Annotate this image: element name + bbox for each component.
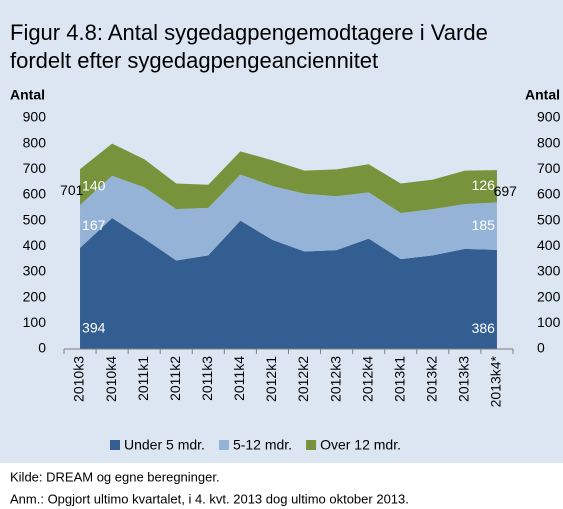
y2-tick-label: 500 [537,211,561,227]
area [80,143,497,213]
y2-tick-label: 0 [537,340,545,356]
x-tick-label: 2011k3 [199,356,215,401]
y-axis-label: Antal [10,87,45,103]
area [80,174,497,261]
x-tick-label: 2013k2 [424,356,440,402]
x-tick-label: 2011k2 [167,356,183,401]
data-label: 394 [82,319,106,335]
footnote: Kilde: DREAM og egne beregninger. [10,469,220,484]
legend-swatch [218,440,229,450]
y2-tick-label: 100 [537,314,561,330]
y-tick-label: 0 [38,340,46,356]
data-label: 185 [472,217,496,233]
y-tick-label: 100 [23,314,47,330]
x-tick-label: 2012k3 [327,356,343,402]
chart-title: Figur 4.8: Antal sygedagpengemodtagere i… [10,20,488,45]
legend-swatch [306,440,317,450]
y2-tick-label: 400 [537,237,561,253]
y2-tick-label: 600 [537,186,561,202]
y-tick-label: 400 [23,237,47,253]
x-tick-label: 2013k4* [488,355,504,407]
y2-tick-label: 300 [537,263,561,279]
data-label: 140 [82,178,106,194]
total-label: 701 [60,182,84,198]
x-tick-label: 2012k1 [263,356,279,402]
total-label: 697 [494,183,518,199]
y2-tick-label: 900 [537,109,561,125]
y-tick-label: 700 [23,160,47,176]
x-tick-label: 2013k1 [391,356,407,402]
y2-tick-label: 700 [537,160,561,176]
area [80,218,497,349]
x-tick-label: 2010k4 [103,356,119,402]
legend-label: Over 12 mdr. [320,437,401,453]
x-tick-label: 2012k2 [295,356,311,402]
data-label: 167 [82,217,106,233]
y2-axis-label: Antal [525,87,560,103]
y-tick-label: 200 [23,288,47,304]
x-tick-label: 2010k3 [71,356,87,402]
y2-tick-label: 200 [537,288,561,304]
y2-tick-label: 800 [537,134,561,150]
footnote: Anm.: Opgjort ultimo kvartalet, i 4. kvt… [10,491,409,506]
y-tick-label: 500 [23,211,47,227]
x-tick-label: 2011k1 [135,356,151,401]
y-tick-label: 600 [23,186,47,202]
data-label: 126 [472,177,496,193]
data-label: 386 [472,320,496,336]
x-tick-label: 2011k4 [231,356,247,401]
legend-label: 5-12 mdr. [233,437,292,453]
chart-title: fordelt efter sygedagpengeanciennitet [10,48,378,73]
y-tick-label: 300 [23,263,47,279]
legend-swatch [110,440,120,450]
legend-label: Under 5 mdr. [124,437,205,453]
x-tick-label: 2013k3 [456,356,472,402]
y-tick-label: 900 [23,109,47,125]
y-tick-label: 800 [23,134,47,150]
x-tick-label: 2012k4 [359,356,375,402]
